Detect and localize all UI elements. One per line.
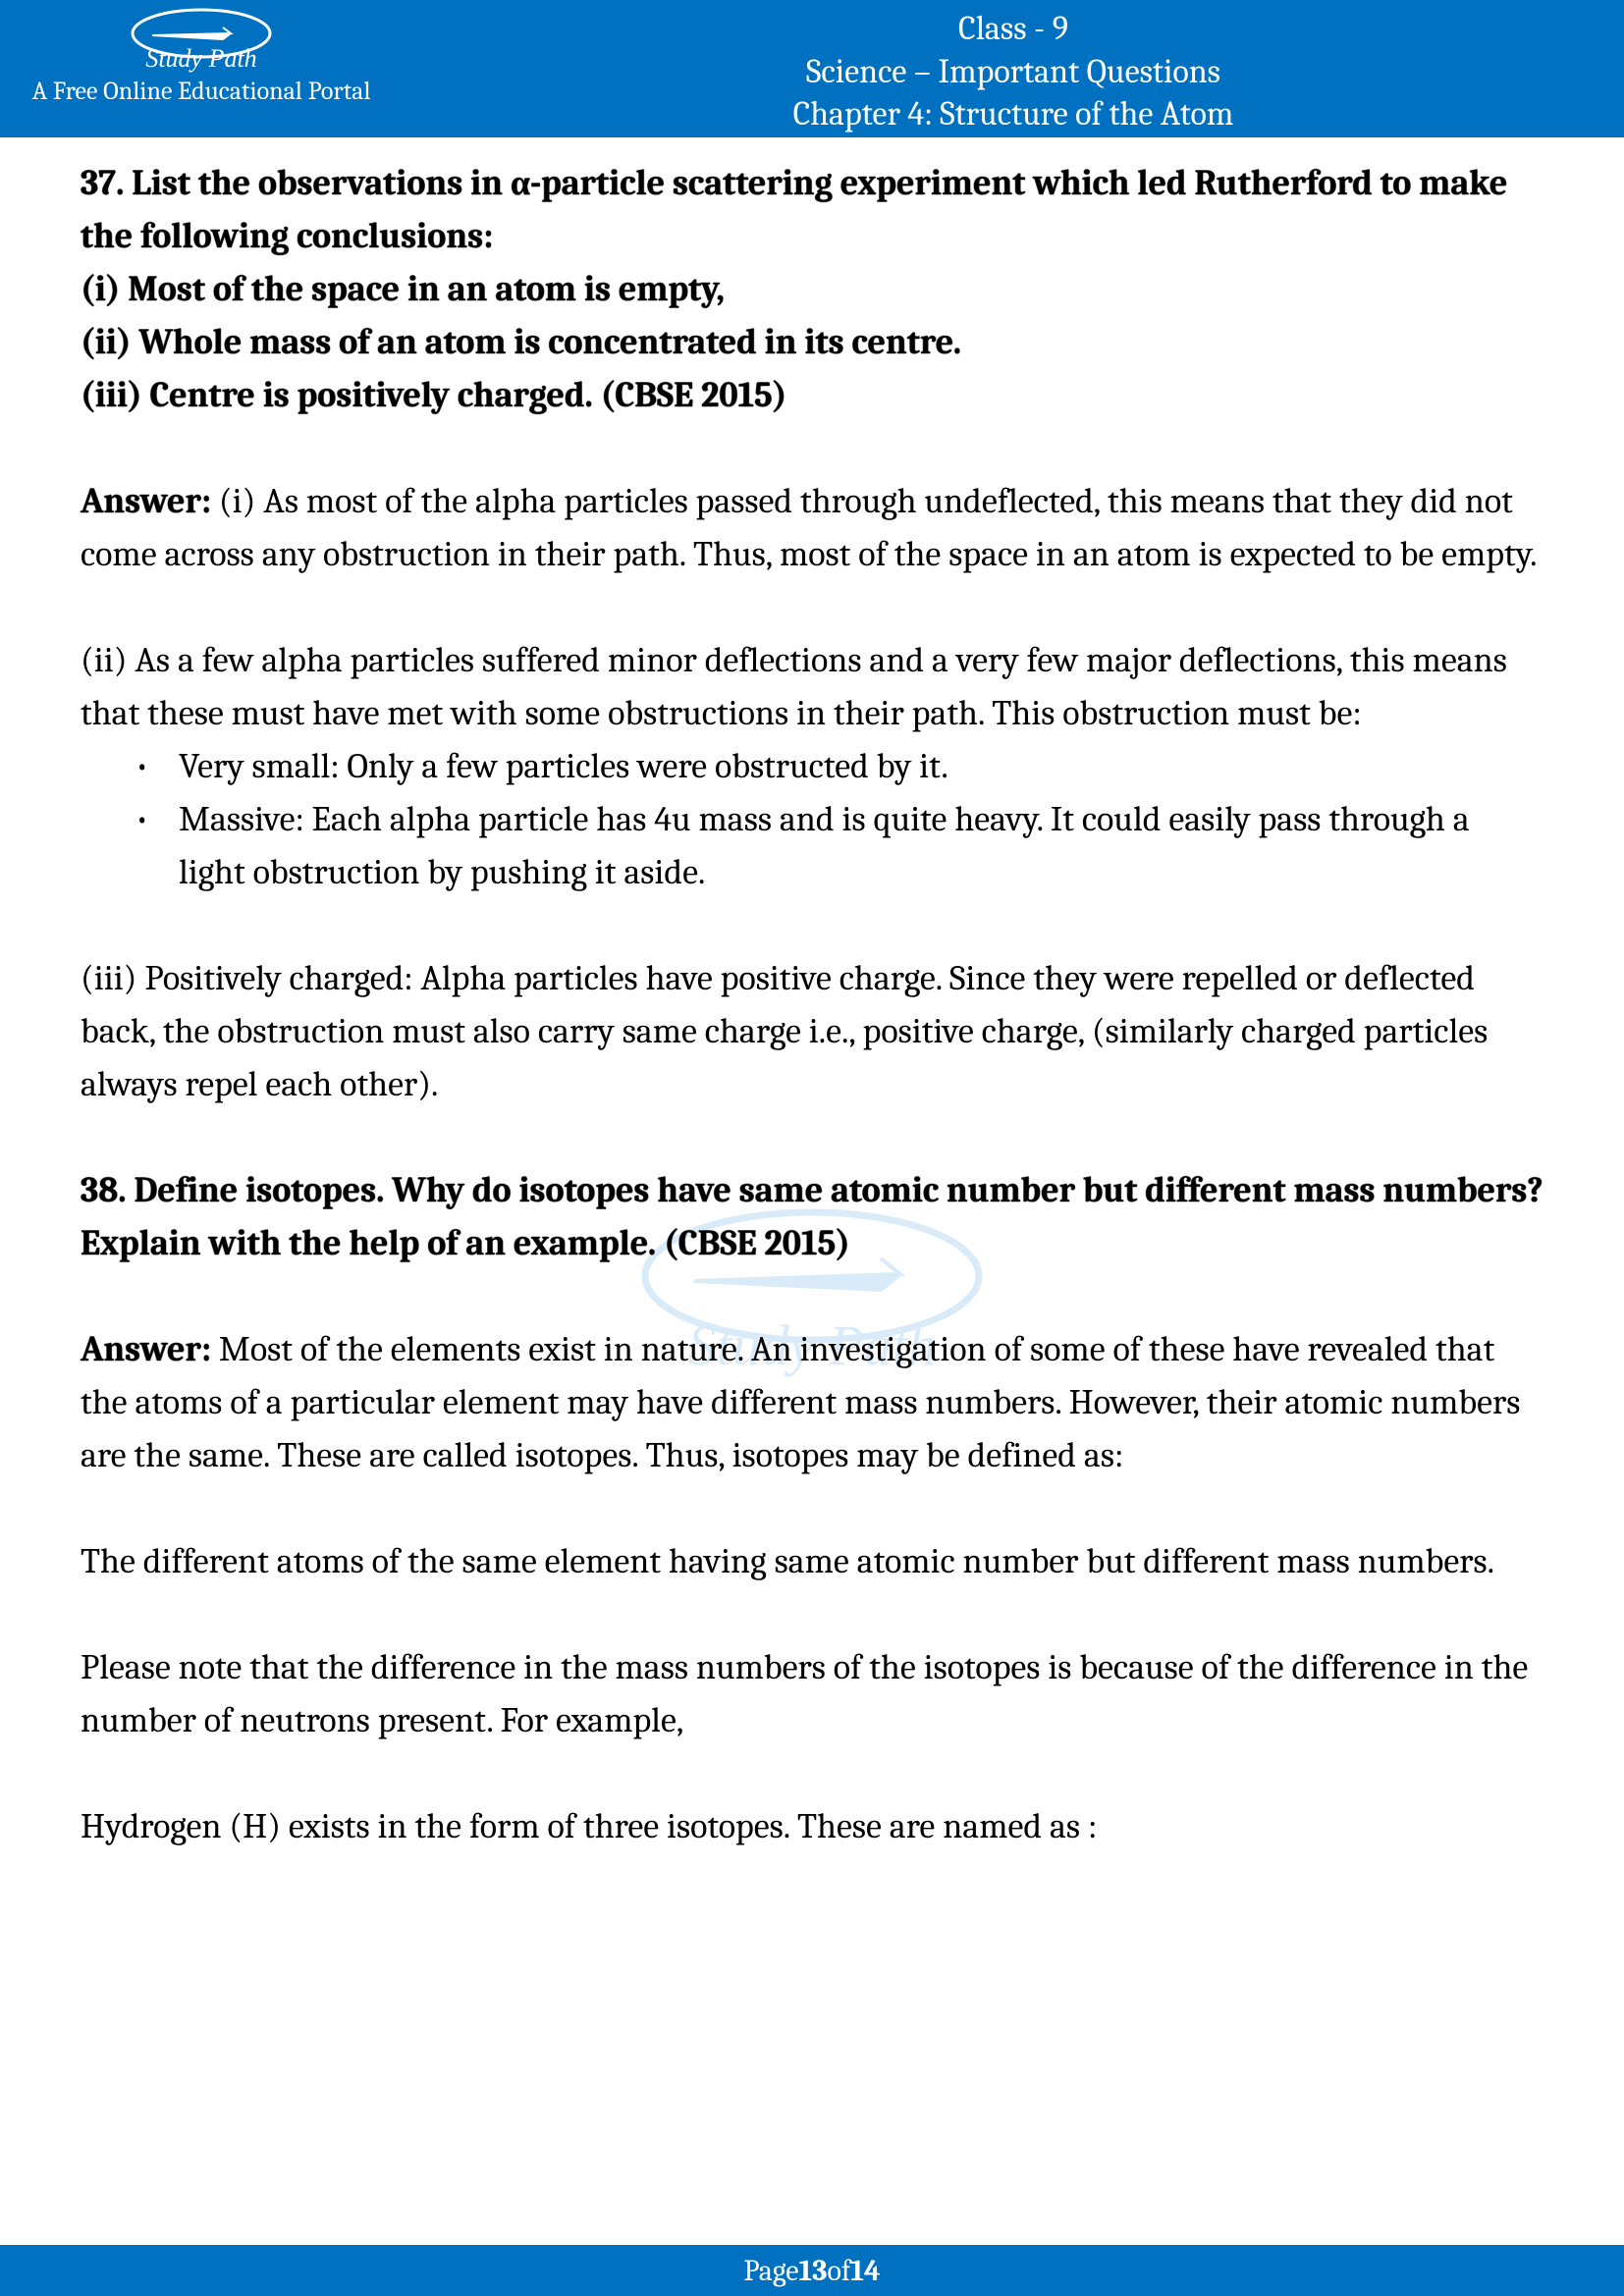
page-content: Study Path 37. List the observations in … — [0, 137, 1624, 1853]
page-header: Study Path A Free Online Educational Por… — [0, 0, 1624, 137]
q37-prompt-i: (i) Most of the space in an atom is empt… — [81, 263, 1543, 316]
footer-current-page: 13 — [799, 2254, 828, 2288]
q38-answer-p3: Please note that the difference in the m… — [81, 1641, 1543, 1747]
q37-prompt-iii: (iii) Centre is positively charged. (CBS… — [81, 369, 1543, 422]
q37-ans-i-text: (i) As most of the alpha particles passe… — [81, 481, 1538, 574]
q37-prompt-ii: (ii) Whole mass of an atom is concentrat… — [81, 316, 1543, 369]
q38-answer-p4: Hydrogen (H) exists in the form of three… — [81, 1800, 1543, 1853]
footer-prefix: Page — [743, 2254, 798, 2288]
q37-answer-i: Answer: (i) As most of the alpha particl… — [81, 475, 1543, 581]
header-tagline: A Free Online Educational Portal — [32, 77, 371, 106]
q38-ans-p1-text: Most of the elements exist in nature. An… — [81, 1329, 1520, 1475]
list-item: Massive: Each alpha particle has 4u mass… — [179, 793, 1543, 899]
header-class: Class - 9 — [403, 8, 1624, 51]
page-footer: Page 13 of 14 — [0, 2245, 1624, 2296]
svg-text:Study Path: Study Path — [145, 44, 256, 73]
q37-line1: 37. List the observations in α-particle … — [81, 157, 1543, 263]
q37-answer-ii-intro: (ii) As a few alpha particles suffered m… — [81, 634, 1543, 740]
header-chapter: Chapter 4: Structure of the Atom — [403, 93, 1624, 136]
q37-answer-iii: (iii) Positively charged: Alpha particle… — [81, 952, 1543, 1111]
footer-middle: of — [828, 2254, 851, 2288]
q37-bullet-list: Very small: Only a few particles were ob… — [81, 740, 1543, 899]
answer-label: Answer: — [81, 481, 211, 521]
q38-prompt: 38. Define isotopes. Why do isotopes hav… — [81, 1164, 1543, 1270]
header-logo-block: Study Path A Free Online Educational Por… — [0, 0, 403, 106]
study-path-logo-icon: Study Path — [113, 6, 290, 75]
answer-label: Answer: — [81, 1329, 211, 1369]
header-subject: Science – Important Questions — [403, 51, 1624, 94]
header-titles: Class - 9 Science – Important Questions … — [403, 0, 1624, 136]
q38-answer-p2: The different atoms of the same element … — [81, 1535, 1543, 1588]
footer-total-pages: 14 — [850, 2254, 880, 2288]
q37-prompt: 37. List the observations in α-particle … — [81, 157, 1543, 422]
list-item: Very small: Only a few particles were ob… — [179, 740, 1543, 793]
q38-answer-p1: Answer: Most of the elements exist in na… — [81, 1323, 1543, 1482]
